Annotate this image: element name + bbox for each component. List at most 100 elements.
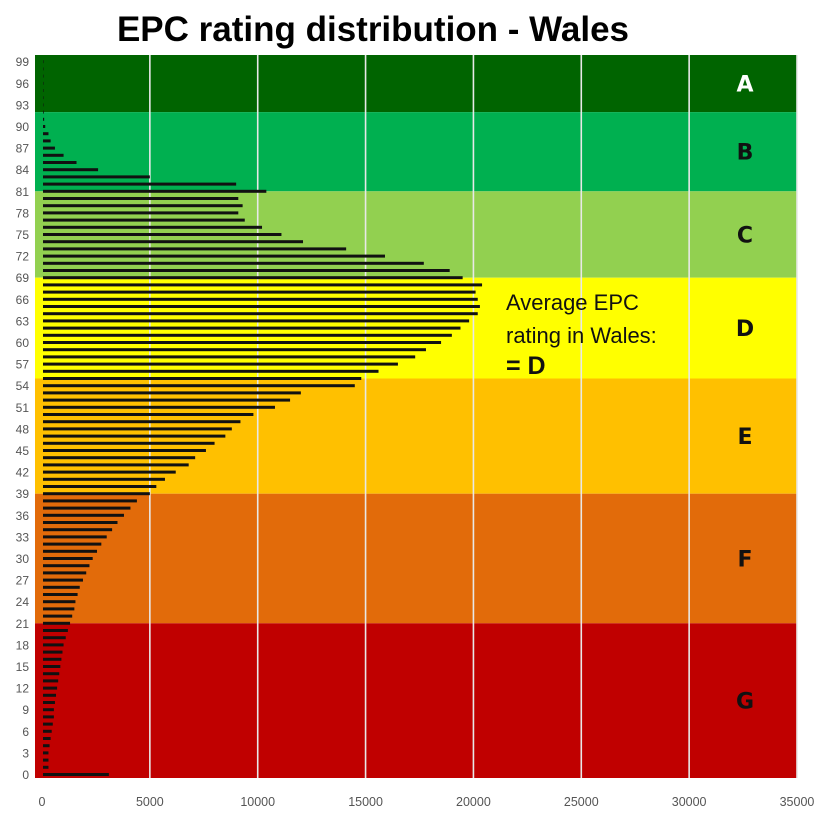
bar-rating-60 <box>43 341 442 344</box>
bar-rating-49 <box>43 420 241 424</box>
bar-rating-35 <box>43 521 118 524</box>
bar-rating-6 <box>43 729 52 733</box>
x-tick-label: 25000 <box>564 795 599 809</box>
y-tick-label: 84 <box>16 163 30 177</box>
bar-rating-65 <box>43 305 480 308</box>
bar-rating-81 <box>43 189 267 193</box>
y-tick-label: 27 <box>16 574 30 588</box>
band-label-b: B <box>737 141 754 166</box>
bar-rating-52 <box>43 398 291 402</box>
bar-rating-73 <box>43 247 347 251</box>
y-tick-label: 75 <box>16 228 30 242</box>
y-tick-label: 69 <box>16 271 30 285</box>
bar-rating-30 <box>43 557 93 560</box>
average-annotation: Average EPC rating in Wales: = D <box>506 290 657 380</box>
bar-rating-84 <box>43 168 99 172</box>
bar-rating-67 <box>43 290 476 294</box>
bar-rating-9 <box>43 708 54 712</box>
bar-rating-20 <box>43 629 68 632</box>
bar-rating-63 <box>43 319 470 323</box>
y-tick-label: 39 <box>16 487 30 501</box>
band-label-c: C <box>737 224 753 249</box>
band-label-a: A <box>736 73 753 98</box>
bar-rating-75 <box>43 233 282 236</box>
bar-rating-89 <box>43 132 49 136</box>
bar-rating-38 <box>43 499 137 503</box>
y-tick-label: 57 <box>16 358 30 372</box>
x-tick-label: 15000 <box>348 795 383 809</box>
y-tick-label: 45 <box>16 444 30 458</box>
bar-rating-72 <box>43 254 385 258</box>
band-labels: A B C D E F G <box>736 73 754 715</box>
bar-rating-70 <box>43 269 450 272</box>
bar-rating-53 <box>43 391 301 395</box>
y-tick-label: 81 <box>16 185 30 199</box>
y-tick-label: 15 <box>16 660 30 674</box>
y-tick-label: 72 <box>16 250 30 264</box>
band-label-g: G <box>736 690 754 715</box>
bar-rating-66 <box>43 297 478 301</box>
y-tick-label: 51 <box>16 401 30 415</box>
y-tick-label: 21 <box>16 617 30 631</box>
y-tick-label: 87 <box>16 142 30 156</box>
bar-rating-14 <box>43 672 60 676</box>
bar-rating-36 <box>43 513 124 517</box>
bar-rating-86 <box>43 153 64 157</box>
bar-rating-46 <box>43 441 215 445</box>
y-tick-label: 99 <box>16 55 30 69</box>
bar-rating-58 <box>43 355 416 359</box>
bar-rating-50 <box>43 413 254 416</box>
annotation-line-3: = D <box>506 352 546 380</box>
bar-rating-32 <box>43 542 102 546</box>
bar-rating-41 <box>43 477 165 481</box>
band-label-d: D <box>736 317 754 342</box>
x-tick-label: 20000 <box>456 795 491 809</box>
bar-rating-11 <box>43 693 57 697</box>
bar-rating-85 <box>43 161 77 164</box>
bar-rating-27 <box>43 578 83 582</box>
band-label-e: E <box>737 425 752 450</box>
y-tick-label: 54 <box>16 379 30 393</box>
y-tick-label: 0 <box>22 768 29 782</box>
bar-rating-57 <box>43 362 398 366</box>
bar-rating-28 <box>43 571 87 575</box>
y-tick-label: 9 <box>22 703 29 717</box>
x-tick-label: 5000 <box>136 795 164 809</box>
bar-rating-96 <box>43 81 44 85</box>
bar-rating-42 <box>43 470 176 474</box>
bar-rating-18 <box>43 643 64 647</box>
band-label-f: F <box>737 548 752 573</box>
x-tick-label: 0 <box>39 795 46 809</box>
bar-rating-22 <box>43 614 73 618</box>
bar-rating-12 <box>43 686 58 690</box>
bar-rating-87 <box>43 146 55 150</box>
y-tick-label: 93 <box>16 98 30 112</box>
bar-rating-92 <box>43 110 44 114</box>
bar-rating-2 <box>43 758 49 762</box>
bar-rating-37 <box>43 506 131 510</box>
y-tick-label: 60 <box>16 336 30 350</box>
y-tick-label: 90 <box>16 120 30 134</box>
bar-rating-61 <box>43 333 452 337</box>
bar-rating-48 <box>43 427 232 431</box>
bar-rating-88 <box>43 139 51 143</box>
bar-rating-78 <box>43 211 239 215</box>
bar-rating-26 <box>43 585 80 589</box>
x-tick-label: 10000 <box>240 795 275 809</box>
bar-rating-1 <box>43 765 49 769</box>
bar-rating-40 <box>43 485 157 488</box>
bar-rating-83 <box>43 175 150 179</box>
bar-rating-59 <box>43 348 426 352</box>
bar-rating-44 <box>43 456 196 460</box>
bar-rating-77 <box>43 218 245 222</box>
bar-rating-74 <box>43 240 304 244</box>
y-tick-labels: 0369121518212427303336394245485154576063… <box>16 55 30 782</box>
bar-rating-43 <box>43 463 189 467</box>
bar-rating-23 <box>43 607 75 611</box>
y-tick-label: 24 <box>16 595 30 609</box>
bar-rating-3 <box>43 751 49 755</box>
band-b <box>35 112 797 192</box>
y-tick-label: 33 <box>16 530 30 544</box>
bar-rating-55 <box>43 377 362 380</box>
